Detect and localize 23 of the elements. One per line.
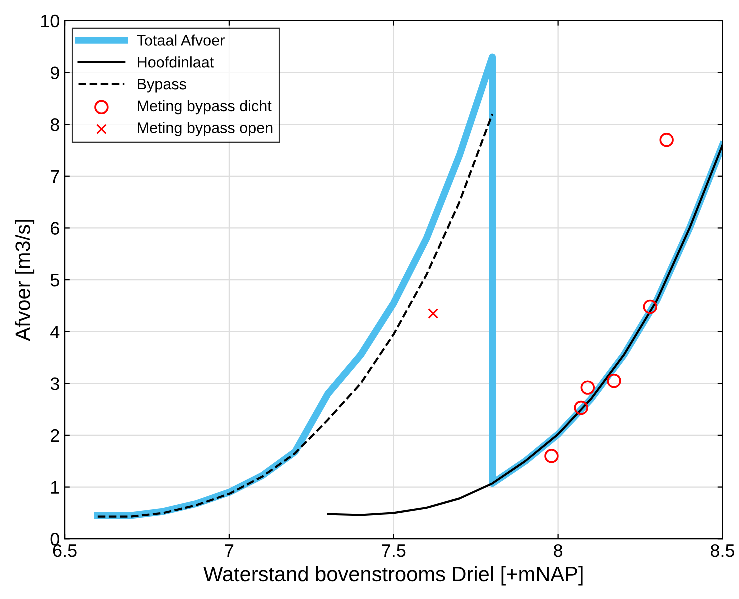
y-tick-label: 7	[51, 170, 60, 183]
x-tick-label: 8.5	[710, 544, 735, 558]
x-tick-label: 7.5	[382, 544, 406, 558]
y-tick-label: 2	[51, 429, 60, 442]
x-tick-label: 7	[225, 544, 234, 558]
y-tick-label: 9	[50, 66, 60, 80]
y-tick-label: 1	[52, 481, 60, 494]
y-tick-label: 5	[50, 274, 60, 287]
x-tick-label: 6.5	[53, 544, 77, 558]
legend-label: Meting bypass open	[138, 122, 273, 136]
y-tick-label: 10	[41, 14, 60, 28]
y-tick-label: 4	[50, 326, 60, 338]
legend-label: Meting bypass dicht	[138, 100, 272, 115]
legend-label: Bypass	[138, 79, 186, 93]
legend-label: Totaal Afvoer	[137, 34, 225, 46]
y-tick-label: 6	[51, 222, 60, 235]
x-axis-title: Waterstand bovenstrooms Driel [+mNAP]	[204, 566, 583, 586]
y-tick-label: 0	[50, 533, 60, 546]
y-axis-title: Afvoer [m3/s]	[15, 220, 35, 342]
legend-label: Hoofdinlaat	[138, 56, 214, 68]
y-tick-label: 3	[50, 378, 60, 390]
y-tick-label: 8	[50, 118, 60, 132]
x-tick-label: 8	[554, 544, 563, 558]
